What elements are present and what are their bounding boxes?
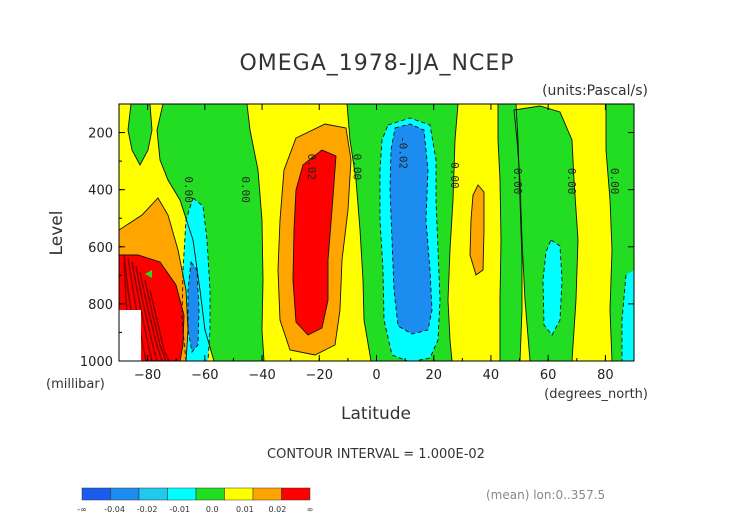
colorbar-swatch xyxy=(110,487,140,501)
x-axis-units: (degrees_north) xyxy=(544,387,648,402)
y-tick-label: 200 xyxy=(88,127,113,142)
contour-label: 0.00 xyxy=(239,176,252,203)
colorbar-swatch xyxy=(81,487,111,501)
colorbar-label: -0.04 xyxy=(104,505,125,514)
colorbar-label: -0.01 xyxy=(169,505,190,514)
units-label: (units:Pascal/s) xyxy=(542,83,648,99)
colorbar-swatch xyxy=(195,487,225,501)
colorbar-label: 0.0 xyxy=(206,505,219,514)
x-tick-label: −20 xyxy=(306,368,333,383)
red-region-1 xyxy=(293,150,336,335)
x-tick-label: −40 xyxy=(248,368,275,383)
y-axis-label: Level xyxy=(47,211,67,256)
contour-labels: 0.00 0.00 0.02 0.00 -0.02 0.00 0.00 0.00 0.00 xyxy=(182,136,621,203)
colorbar: -∞ -0.04 -0.02 -0.01 0.0 0.01 0.02 ∞ xyxy=(77,487,314,514)
y-tick-label: 800 xyxy=(88,298,113,313)
negative-contour-outlines xyxy=(181,117,627,361)
colorbar-swatch xyxy=(138,487,168,501)
negative-band-1 xyxy=(157,104,264,361)
colorbar-label: -0.02 xyxy=(137,505,158,514)
small-green-patch xyxy=(145,270,152,278)
plot-area xyxy=(119,104,634,361)
contour-label: 0.02 xyxy=(305,154,318,181)
footer-mean-info: (mean) lon:0..357.5 xyxy=(486,488,605,502)
negative-band-2 xyxy=(128,104,152,165)
contour-label: 0.00 xyxy=(565,168,578,195)
colorbar-label: 0.02 xyxy=(269,505,287,514)
x-tick-label: 0 xyxy=(372,368,380,383)
orange-region-2 xyxy=(470,185,484,275)
contour-label: 0.00 xyxy=(511,168,524,195)
contour-label: 0.00 xyxy=(448,162,461,189)
y-tick-label: 1000 xyxy=(80,355,113,370)
missing-data-region xyxy=(119,310,141,361)
colorbar-swatch xyxy=(167,487,197,501)
contour-label: 0.00 xyxy=(182,176,195,203)
x-tick-label: 60 xyxy=(540,368,557,383)
contour-label: -0.02 xyxy=(396,136,409,169)
colorbar-label: -∞ xyxy=(77,505,87,514)
contour-outlines xyxy=(119,104,613,361)
colorbar-label: ∞ xyxy=(307,505,314,514)
y-tick-label: 400 xyxy=(88,184,113,199)
y-axis-units: (millibar) xyxy=(46,377,105,392)
x-axis-label: Latitude xyxy=(341,404,411,424)
cyan-region-3 xyxy=(543,240,562,335)
colorbar-swatch xyxy=(252,487,282,501)
negative-band-4 xyxy=(498,104,522,361)
colorbar-swatch xyxy=(224,487,254,501)
cyan-region-4 xyxy=(622,270,634,361)
contour-label: 0.00 xyxy=(351,154,364,181)
blue-region-2 xyxy=(188,262,199,352)
contour-interval: CONTOUR INTERVAL = 1.000E-02 xyxy=(267,447,485,462)
colorbar-swatch xyxy=(281,487,311,501)
x-tick-label: 80 xyxy=(597,368,614,383)
x-tick-label: 40 xyxy=(483,368,500,383)
chart-title: OMEGA_1978-JJA_NCEP xyxy=(239,51,514,76)
colorbar-label: 0.01 xyxy=(236,505,254,514)
y-tick-label: 600 xyxy=(88,241,113,256)
contour-label: 0.00 xyxy=(608,168,621,195)
blue-region-1 xyxy=(390,124,432,334)
negative-band-5 xyxy=(514,106,578,361)
x-axis: −80 −60 −40 −20 0 20 40 60 80 xyxy=(118,104,635,383)
x-tick-label: −80 xyxy=(134,368,161,383)
x-tick-label: 20 xyxy=(425,368,442,383)
x-tick-label: −60 xyxy=(191,368,218,383)
y-axis: 200 400 600 800 1000 xyxy=(80,103,634,370)
